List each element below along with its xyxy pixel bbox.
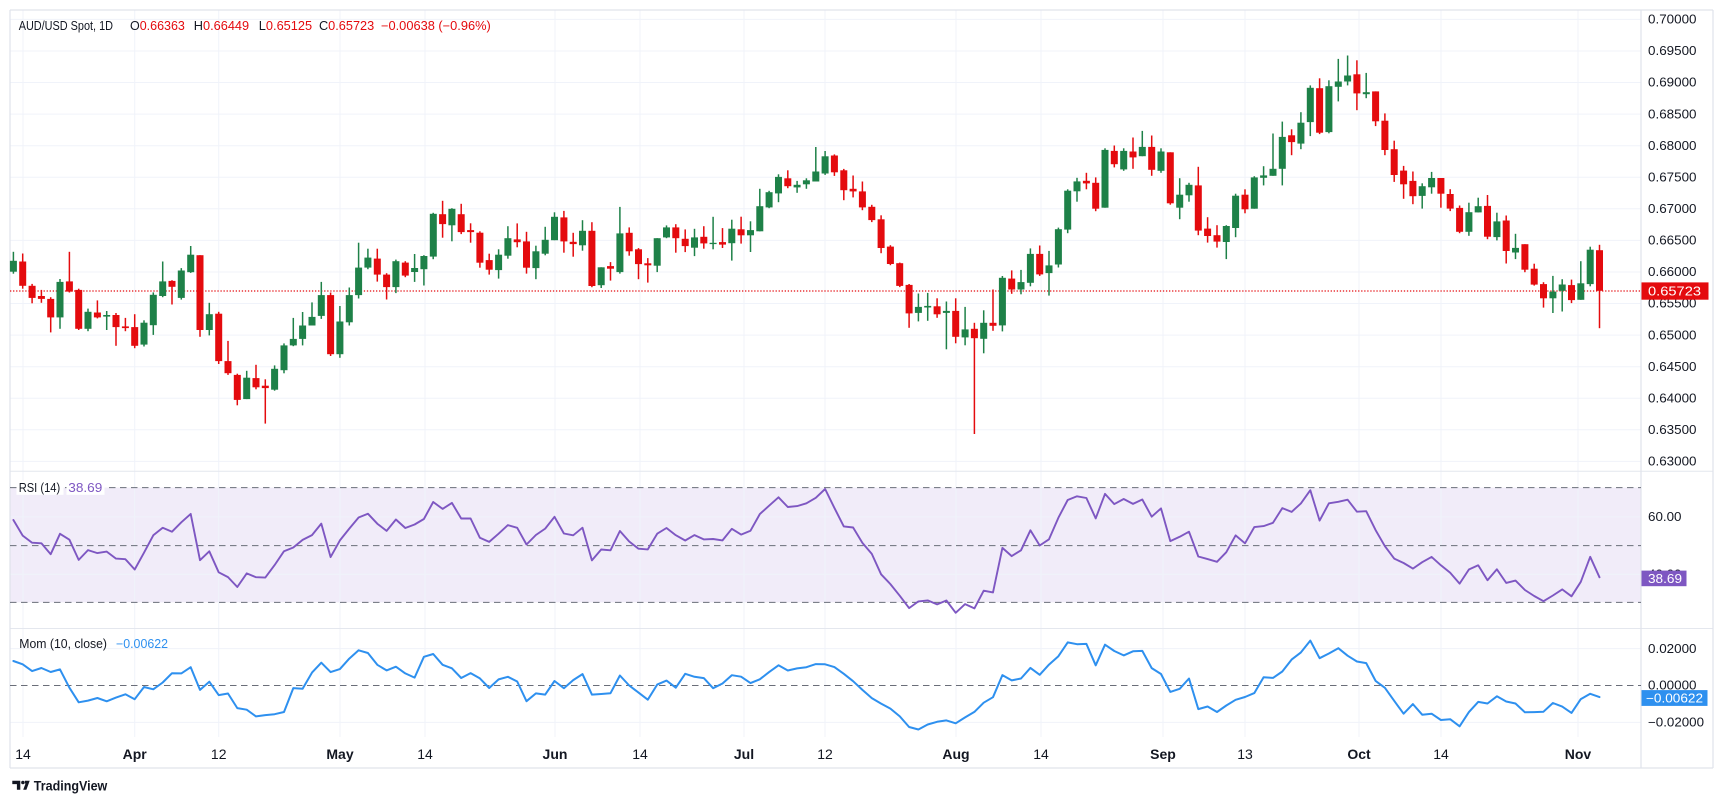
svg-text:−0.00638 (−0.96%): −0.00638 (−0.96%) xyxy=(381,19,491,33)
svg-text:0.69000: 0.69000 xyxy=(1648,76,1697,90)
svg-text:Oct: Oct xyxy=(1347,746,1371,762)
svg-text:Jul: Jul xyxy=(734,746,754,762)
svg-text:38.69: 38.69 xyxy=(68,481,102,495)
svg-text:Sep: Sep xyxy=(1150,746,1176,762)
svg-text:14: 14 xyxy=(15,746,31,762)
svg-text:Nov: Nov xyxy=(1565,746,1592,762)
svg-text:0.63000: 0.63000 xyxy=(1648,455,1697,469)
svg-text:0.68500: 0.68500 xyxy=(1648,107,1697,121)
svg-text:0.70000: 0.70000 xyxy=(1648,13,1697,27)
svg-text:0.02000: 0.02000 xyxy=(1648,642,1697,656)
svg-text:0.67000: 0.67000 xyxy=(1648,202,1697,216)
svg-text:Jun: Jun xyxy=(543,746,568,762)
svg-text:0.63500: 0.63500 xyxy=(1648,423,1697,437)
svg-text:0.65723: 0.65723 xyxy=(1648,284,1701,298)
svg-text:Apr: Apr xyxy=(123,746,148,762)
svg-text:−0.02000: −0.02000 xyxy=(1648,716,1704,730)
svg-text:Mom (10, close): Mom (10, close) xyxy=(19,637,107,651)
svg-text:0.65000: 0.65000 xyxy=(1648,328,1697,342)
svg-text:−0.00622: −0.00622 xyxy=(1646,691,1703,705)
svg-text:12: 12 xyxy=(817,746,833,762)
svg-text:60.00: 60.00 xyxy=(1648,510,1682,524)
svg-text:L0.65125: L0.65125 xyxy=(259,19,312,33)
svg-text:14: 14 xyxy=(417,746,433,762)
svg-text:14: 14 xyxy=(632,746,648,762)
svg-text:38.69: 38.69 xyxy=(1648,572,1682,586)
svg-text:AUD/USD Spot, 1D: AUD/USD Spot, 1D xyxy=(19,19,113,33)
svg-text:0.64000: 0.64000 xyxy=(1648,392,1697,406)
svg-text:0.65500: 0.65500 xyxy=(1648,297,1697,311)
svg-text:12: 12 xyxy=(211,746,227,762)
svg-text:0.66000: 0.66000 xyxy=(1648,265,1697,279)
svg-text:O0.66363: O0.66363 xyxy=(130,19,185,33)
svg-text:RSI (14): RSI (14) xyxy=(19,481,61,495)
svg-text:C0.65723: C0.65723 xyxy=(319,19,374,33)
svg-text:Aug: Aug xyxy=(942,746,969,762)
svg-text:TradingView: TradingView xyxy=(34,778,108,793)
svg-text:14: 14 xyxy=(1033,746,1049,762)
svg-text:0.00000: 0.00000 xyxy=(1648,679,1697,693)
svg-text:14: 14 xyxy=(1433,746,1449,762)
svg-text:0.66500: 0.66500 xyxy=(1648,234,1697,248)
svg-text:May: May xyxy=(326,746,353,762)
svg-text:H0.66449: H0.66449 xyxy=(194,19,249,33)
svg-text:0.68000: 0.68000 xyxy=(1648,139,1697,153)
svg-text:0.64500: 0.64500 xyxy=(1648,360,1697,374)
svg-text:−0.00622: −0.00622 xyxy=(116,637,168,651)
svg-text:0.67500: 0.67500 xyxy=(1648,171,1697,185)
svg-text:0.69500: 0.69500 xyxy=(1648,44,1697,58)
svg-text:13: 13 xyxy=(1237,746,1253,762)
